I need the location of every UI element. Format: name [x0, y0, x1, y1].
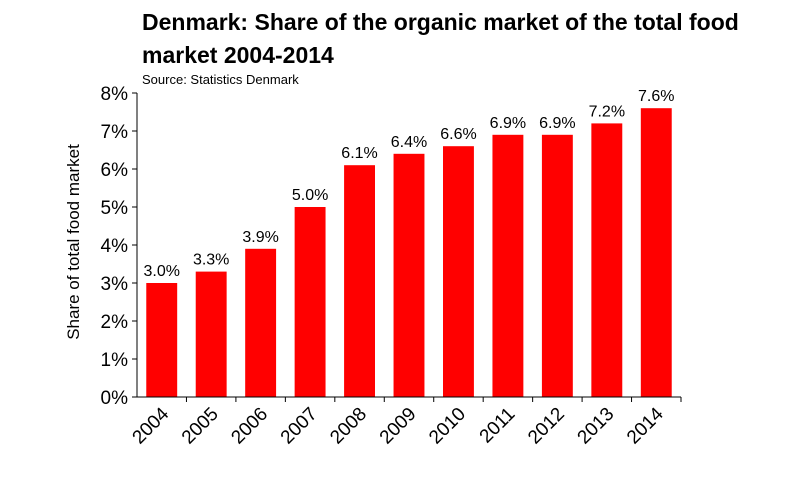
chart-source: Source: Statistics Denmark — [142, 72, 299, 87]
chart-title: Denmark: Share of the organic market of … — [142, 9, 739, 68]
x-tick-label-2014: 2014 — [623, 403, 668, 448]
x-tick-label-2011: 2011 — [476, 404, 520, 448]
x-tick-label-2006: 2006 — [227, 404, 272, 449]
x-tick-label-2013: 2013 — [574, 404, 619, 449]
data-label-2013: 7.2% — [589, 103, 625, 120]
data-label-2010: 6.6% — [440, 126, 476, 143]
y-tick-label: 8% — [101, 84, 129, 105]
data-label-2006: 3.9% — [242, 229, 278, 246]
bar-2007 — [294, 207, 326, 397]
data-label-2009: 6.4% — [391, 134, 427, 151]
y-tick-label: 6% — [101, 160, 129, 181]
bar-2012 — [541, 134, 573, 398]
y-axis-ticks: 0% 1% 2% 3% 4% 5% 6% 7% 8% — [101, 84, 137, 409]
y-axis-title: Share of total food market — [64, 144, 83, 340]
y-tick-label: 3% — [101, 274, 129, 295]
bar-2010 — [443, 146, 474, 397]
bars — [146, 108, 672, 398]
data-label-2014: 7.6% — [638, 88, 674, 105]
x-tick-label-2004: 2004 — [129, 403, 174, 448]
bar-2011 — [492, 134, 524, 398]
data-labels: 3.0% 3.3% 3.9% 5.0% 6.1% 6.4% 6.6% 6.9% 6.9% 7.2%… — [143, 88, 674, 280]
y-tick-label: 7% — [101, 122, 129, 143]
data-label-2011: 6.9% — [490, 115, 526, 132]
data-label-2008: 6.1% — [341, 145, 377, 162]
bar-2006 — [245, 248, 277, 397]
data-label-2004: 3.0% — [143, 263, 179, 280]
x-tick-label-2008: 2008 — [326, 404, 371, 449]
y-tick-label: 0% — [101, 388, 129, 409]
data-label-2005: 3.3% — [193, 252, 229, 269]
y-tick-label: 2% — [101, 312, 129, 333]
x-axis-ticks: 2004 2005 2006 2007 2008 2009 2010 2011 2012 2013… — [129, 397, 682, 449]
bar-2013 — [591, 123, 623, 398]
y-tick-label: 5% — [101, 198, 129, 219]
plot-area: 0% 1% 2% 3% 4% 5% 6% 7% 8% 3.0% 3.3% 3.9% 5.0% 6.1% 6… — [101, 84, 682, 449]
x-tick-label-2007: 2007 — [277, 404, 322, 449]
y-tick-label: 1% — [101, 350, 129, 371]
bar-2009 — [393, 153, 425, 397]
x-tick-label-2005: 2005 — [178, 404, 223, 449]
data-label-2007: 5.0% — [292, 187, 328, 204]
data-label-2012: 6.9% — [539, 115, 575, 132]
bar-2004 — [146, 283, 178, 397]
x-tick-label-2009: 2009 — [376, 404, 421, 449]
x-tick-label-2010: 2010 — [425, 404, 470, 449]
bar-2008 — [344, 165, 375, 397]
bar-2014 — [640, 108, 672, 397]
x-tick-label-2012: 2012 — [524, 404, 569, 449]
bar-2005 — [195, 271, 227, 397]
y-tick-label: 4% — [101, 236, 129, 257]
